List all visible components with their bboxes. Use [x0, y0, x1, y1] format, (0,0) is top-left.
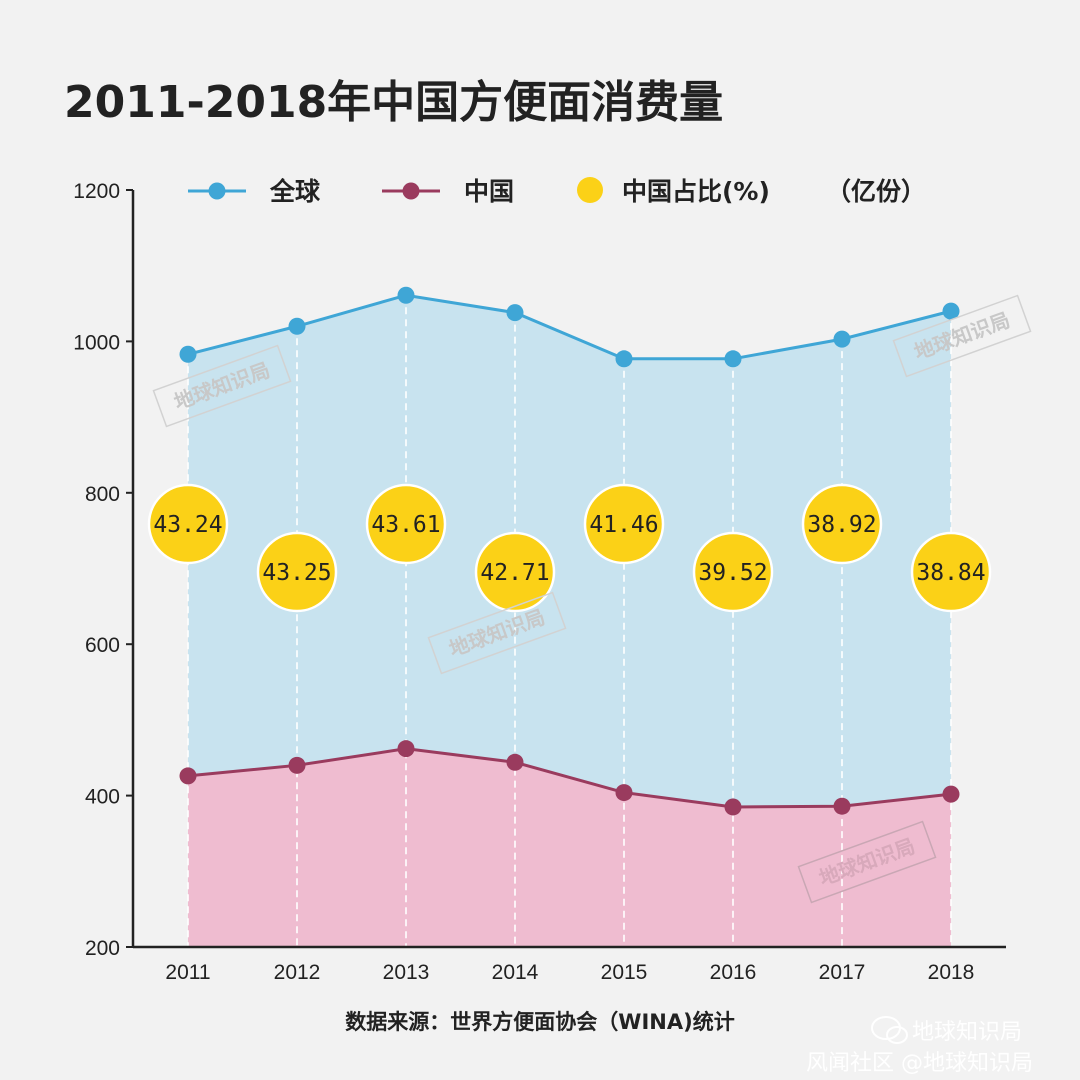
x-ticks: 2011 2012 2013 2014 2015 2016 2017 2018: [165, 961, 974, 984]
x-tick-label-2013: 2013: [383, 961, 430, 984]
areas-layer: [188, 295, 951, 947]
y-tick-label-600: 600: [85, 634, 120, 657]
unit-label: （亿份）: [826, 177, 926, 206]
credit: 地球知识局 风闻社区 @地球知识局: [806, 1016, 1033, 1076]
legend-global-label: 全球: [269, 177, 321, 206]
legend-share-marker: [577, 177, 603, 203]
legend-share-label: 中国占比(%): [622, 177, 770, 206]
global-point-2017: [833, 330, 851, 348]
watermark-3-box: [892, 294, 1032, 378]
watermark-2-box: [427, 591, 567, 675]
legend-china: 中国: [382, 177, 514, 206]
watermark-4-box: [797, 820, 937, 904]
axes: [131, 190, 1006, 949]
share-label-2014: 42.71: [480, 560, 549, 586]
china-point-2014: [506, 753, 524, 771]
china-point-2018: [942, 785, 960, 803]
x-tick-label-2012: 2012: [274, 961, 321, 984]
series-lines: [187, 293, 952, 809]
watermark-1-box: [152, 344, 292, 428]
source-note: 数据来源：世界方便面协会（WINA)统计: [345, 1010, 734, 1034]
wechat-icon-bubble-2: [886, 1026, 908, 1044]
share-bubbles: 43.24 43.25 43.61 42.71 41.46 39.52 38.92 38.84: [147, 483, 992, 613]
share-bubble-2018: [910, 531, 992, 613]
global-point-2013: [397, 286, 415, 304]
legend-china-label: 中国: [464, 177, 514, 206]
share-label-2017: 38.92: [807, 512, 876, 538]
x-tick-label-2018: 2018: [928, 961, 975, 984]
global-point-2018: [942, 302, 960, 320]
legend-china-marker: [402, 182, 420, 200]
share-label-2013: 43.61: [371, 512, 440, 538]
share-bubble-2017: [801, 483, 883, 565]
share-label-2015: 41.46: [589, 512, 658, 538]
china-point-2015: [615, 784, 633, 802]
y-tick-label-200: 200: [85, 937, 120, 960]
legend-global: 全球: [188, 177, 321, 206]
credit-line-2: 风闻社区 @地球知识局: [806, 1051, 1033, 1076]
china-line: [187, 747, 952, 809]
china-point-2012: [288, 756, 306, 774]
wechat-icon: [871, 1016, 908, 1044]
credit-line-1: 地球知识局: [912, 1020, 1022, 1045]
global-point-2016: [724, 350, 742, 368]
global-point-2015: [615, 350, 633, 368]
legend: 全球 中国 中国占比(%) （亿份）: [188, 177, 926, 206]
y-tick-label-1000: 1000: [73, 331, 120, 354]
x-tick-label-2016: 2016: [710, 961, 757, 984]
china-point-2011: [179, 767, 197, 785]
x-tick-label-2017: 2017: [819, 961, 866, 984]
y-tick-label-400: 400: [85, 786, 120, 809]
share-label-2018: 38.84: [916, 560, 985, 586]
share-label-2012: 43.25: [262, 560, 331, 586]
x-tick-label-2014: 2014: [492, 961, 539, 984]
global-line: [187, 293, 952, 361]
global-point-2012: [288, 317, 306, 335]
vertical-dashed-gridlines: [187, 295, 952, 947]
share-bubble-2011: [147, 483, 229, 565]
global-point-2014: [506, 304, 524, 322]
china-point-2017: [833, 797, 851, 815]
share-label-2016: 39.52: [698, 560, 767, 586]
y-tick-label-800: 800: [85, 483, 120, 506]
china-point-2013: [397, 740, 415, 758]
share-label-2011: 43.24: [153, 512, 222, 538]
legend-global-marker: [208, 182, 226, 200]
x-tick-label-2015: 2015: [601, 961, 648, 984]
share-bubble-2016: [692, 531, 774, 613]
share-bubble-2014: [474, 531, 556, 613]
global-point-2011: [179, 345, 197, 363]
y-ticks: 1200 1000 800 600 400 200: [73, 180, 133, 960]
china-point-2016: [724, 798, 742, 816]
y-tick-label-1200: 1200: [73, 180, 120, 203]
share-bubble-2015: [583, 483, 665, 565]
share-bubble-2012: [256, 531, 338, 613]
series-points: [179, 286, 960, 816]
legend-share: 中国占比(%): [577, 177, 770, 206]
china-area: [188, 748, 951, 947]
x-tick-label-2011: 2011: [165, 961, 210, 984]
chart-title: 2011-2018年中国方便面消费量: [64, 77, 723, 128]
share-bubble-2013: [365, 483, 447, 565]
